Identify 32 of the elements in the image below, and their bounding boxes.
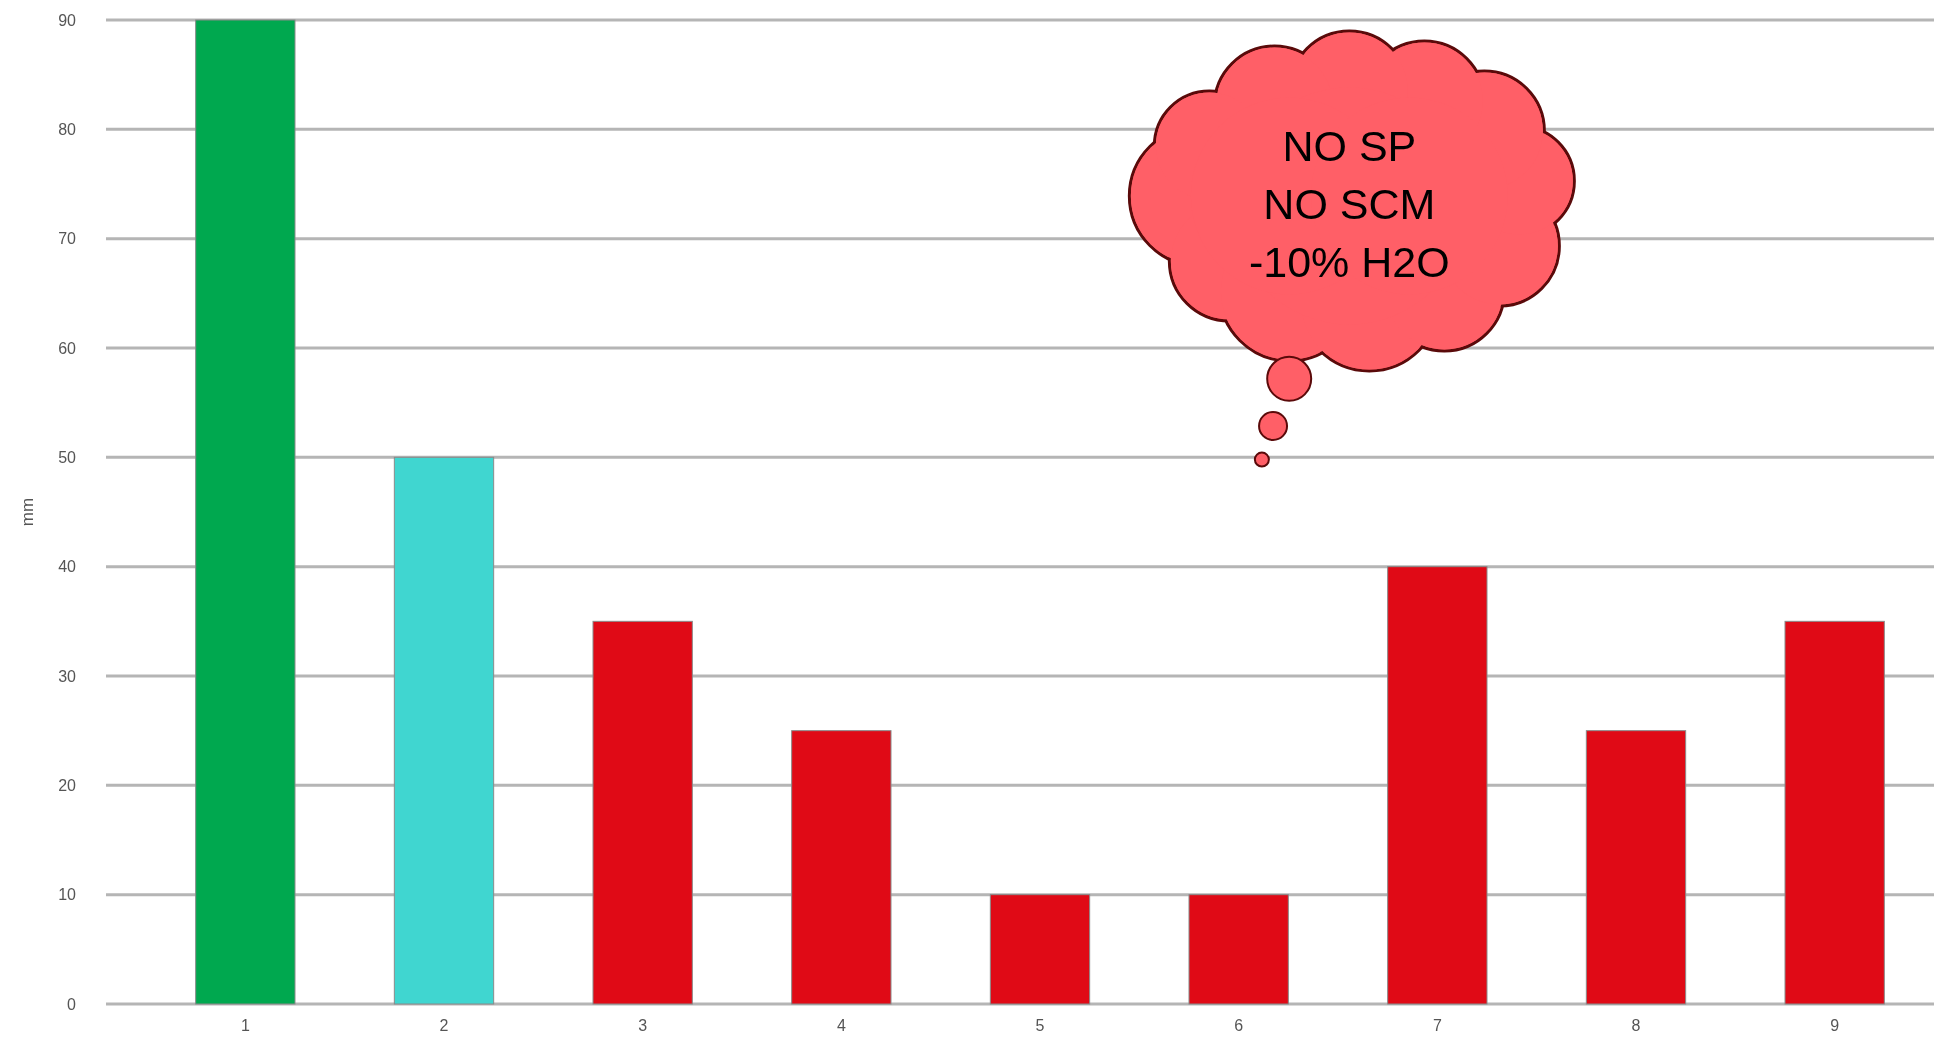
x-tick-label: 5 bbox=[1035, 1017, 1045, 1034]
y-tick-label: 0 bbox=[67, 995, 77, 1013]
bar bbox=[592, 620, 693, 1005]
x-tick-label: 4 bbox=[836, 1017, 846, 1034]
annotation: -10% H2O bbox=[1248, 238, 1450, 287]
y-tick-label: 80 bbox=[58, 120, 77, 138]
annotation: NO SP bbox=[1282, 122, 1417, 171]
y-tick-label: 20 bbox=[58, 776, 77, 794]
bar bbox=[791, 730, 892, 1005]
bar bbox=[1784, 620, 1885, 1005]
bar bbox=[393, 456, 495, 1005]
y-tick-label: 30 bbox=[58, 667, 77, 685]
x-tick-label: 8 bbox=[1631, 1017, 1641, 1034]
x-tick-label: 2 bbox=[439, 1017, 449, 1034]
y-tick-label: 60 bbox=[58, 339, 77, 357]
y-tick-label: 90 bbox=[58, 11, 77, 29]
y-tick-label: 40 bbox=[58, 558, 77, 576]
y-axis-title: mm bbox=[18, 497, 37, 527]
bar bbox=[1188, 894, 1289, 1005]
y-tick-label: 70 bbox=[58, 230, 77, 248]
bar bbox=[1585, 730, 1687, 1005]
x-tick-label: 9 bbox=[1830, 1017, 1840, 1034]
x-tick-label: 3 bbox=[638, 1017, 648, 1034]
x-tick-label: 6 bbox=[1234, 1017, 1244, 1034]
bar bbox=[1387, 566, 1488, 1005]
y-tick-label: 50 bbox=[58, 448, 77, 466]
y-tick-label: 10 bbox=[58, 886, 77, 904]
bar bbox=[989, 894, 1091, 1005]
annotation: NO SCM bbox=[1263, 180, 1436, 229]
bar bbox=[195, 19, 296, 1005]
x-tick-label: 1 bbox=[240, 1017, 250, 1034]
x-tick-label: 7 bbox=[1432, 1017, 1442, 1034]
